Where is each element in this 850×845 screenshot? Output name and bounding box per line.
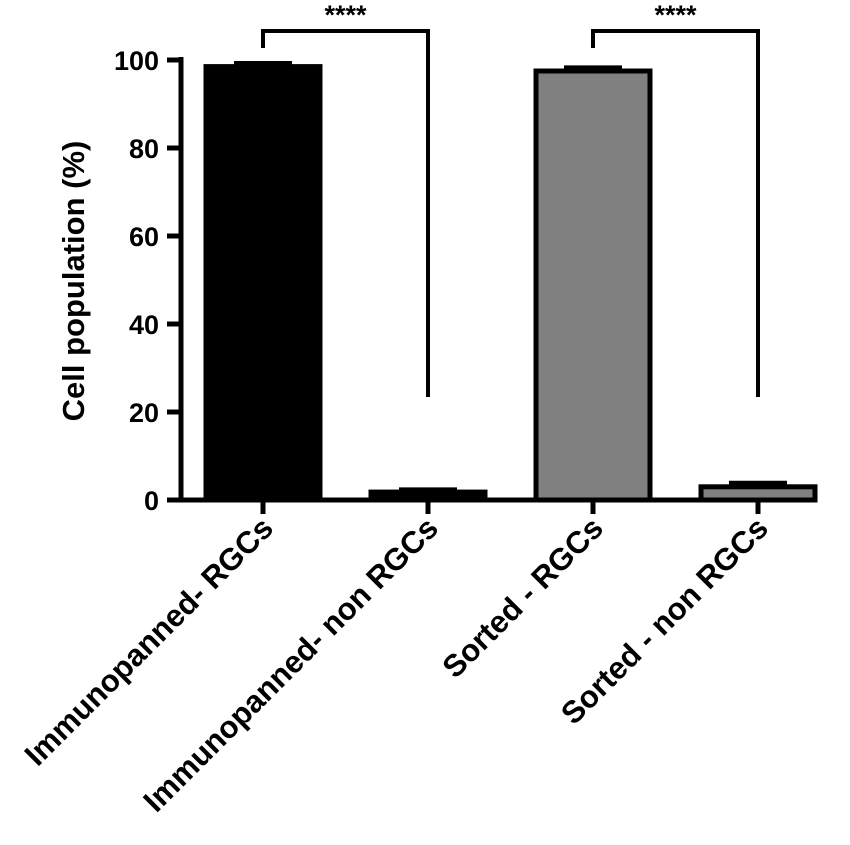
y-tick-label-40: 40 — [129, 310, 159, 340]
category-label-3: Sorted - RGCs — [435, 510, 610, 685]
y-tick-label-0: 0 — [144, 486, 159, 516]
category-label-2: Immunopanned- non RGCs — [136, 510, 444, 818]
significance-label-2: **** — [654, 0, 697, 30]
y-axis-title: Cell population (%) — [56, 141, 91, 422]
y-tick-label-100: 100 — [114, 46, 159, 76]
y-tick-label-80: 80 — [129, 134, 159, 164]
significance-label-1: **** — [324, 0, 367, 30]
bar-1 — [203, 64, 323, 503]
bar-3 — [533, 68, 653, 503]
y-tick-label-60: 60 — [129, 222, 159, 252]
significance-bracket-2 — [591, 29, 760, 397]
y-tick-label-20: 20 — [129, 398, 159, 428]
significance-bracket-1 — [261, 29, 430, 397]
